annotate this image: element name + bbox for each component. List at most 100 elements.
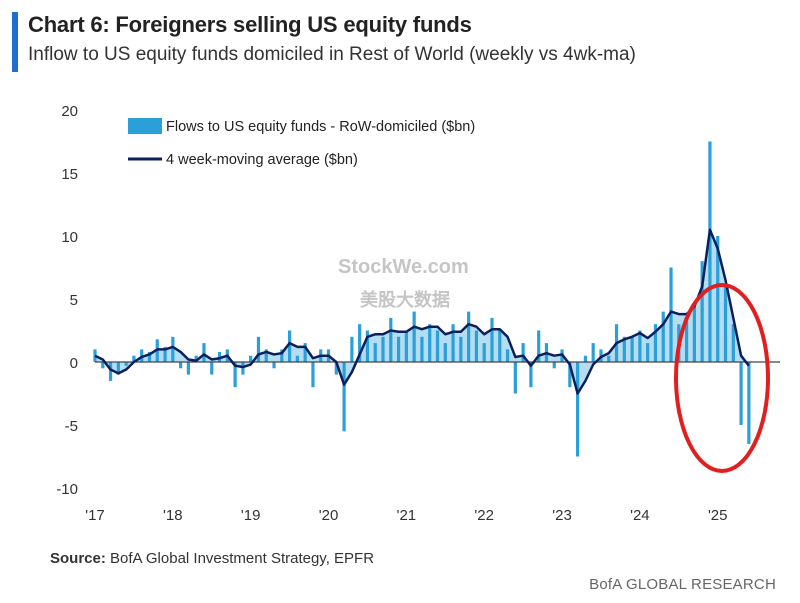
y-tick-label: 0 <box>70 355 78 372</box>
flow-bar <box>661 311 665 362</box>
flow-bar <box>646 343 650 362</box>
flow-bar <box>653 324 658 362</box>
flow-bar <box>708 141 712 362</box>
flow-bar <box>700 261 704 362</box>
flow-bar <box>124 362 128 366</box>
flow-bar <box>692 305 696 362</box>
flow-bar <box>101 362 105 369</box>
flow-bar <box>622 336 626 362</box>
flow-bar <box>350 336 354 362</box>
flow-bar <box>295 355 299 362</box>
flow-bar <box>264 349 268 362</box>
flow-bar <box>490 317 494 362</box>
flow-bar <box>210 362 214 375</box>
flow-bar <box>202 343 206 362</box>
y-tick-label: 20 <box>61 103 78 120</box>
legend-label-line: 4 week-moving average ($bn) <box>166 152 358 168</box>
flow-bar <box>288 330 292 362</box>
flow-bar <box>342 362 346 432</box>
flow-bar <box>358 324 362 362</box>
flow-bar <box>731 324 735 362</box>
flow-bar <box>381 336 385 362</box>
flow-bar <box>404 330 408 362</box>
flow-bar <box>607 355 611 362</box>
flow-bar <box>280 349 284 362</box>
flow-bar <box>474 330 479 362</box>
legend-swatch-bars <box>128 118 162 134</box>
flow-bar <box>716 236 720 362</box>
flow-bar <box>513 362 517 394</box>
flow-bar <box>576 362 580 457</box>
flow-bar <box>365 330 370 362</box>
x-tick-label: '19 <box>241 507 261 524</box>
flow-bar <box>186 362 191 375</box>
flow-bar <box>552 362 556 369</box>
y-tick-label: 15 <box>61 166 78 183</box>
flow-bar <box>669 267 673 362</box>
flow-bar <box>311 362 315 388</box>
flow-bar <box>194 355 198 362</box>
flow-bar <box>428 324 432 362</box>
flow-bar <box>179 362 183 369</box>
flow-bar <box>303 343 307 362</box>
x-tick-label: '22 <box>474 507 494 524</box>
flow-bar <box>521 343 525 362</box>
y-tick-label: -10 <box>56 481 78 498</box>
flow-bar <box>116 362 120 375</box>
legend-label-bars: Flows to US equity funds - RoW-domiciled… <box>166 119 475 135</box>
flow-bar <box>459 336 463 362</box>
flow-bar <box>389 317 393 362</box>
flow-bar <box>334 362 338 375</box>
flow-bar <box>272 362 276 369</box>
brand-footer: BofA GLOBAL RESEARCH <box>589 576 776 593</box>
flow-bar <box>249 355 253 362</box>
flow-bar <box>505 349 510 362</box>
flow-bar <box>482 343 486 362</box>
flow-bar <box>443 343 447 362</box>
flow-bar <box>147 351 152 362</box>
y-tick-label: -5 <box>65 418 78 435</box>
x-tick-label: '24 <box>630 507 650 524</box>
x-tick-label: '18 <box>163 507 183 524</box>
flow-bar <box>171 336 175 362</box>
flow-bar <box>591 343 595 362</box>
flow-bar <box>256 336 261 362</box>
flow-bar <box>241 362 245 375</box>
flow-bar <box>537 330 541 362</box>
moving-average-line <box>94 228 750 395</box>
chart-title: Chart 6: Foreigners selling US equity fu… <box>28 12 472 37</box>
flow-bar <box>739 362 743 425</box>
source-label: Source: <box>50 550 106 567</box>
flow-bar <box>583 355 587 362</box>
flow-bar <box>747 362 751 444</box>
flow-bar <box>373 343 377 362</box>
flow-bar <box>529 362 533 388</box>
flow-bar <box>467 311 471 362</box>
watermark-text-cn: 美股大数据 <box>360 290 450 310</box>
flow-bar <box>435 330 440 362</box>
flow-bar <box>132 355 136 362</box>
y-tick-label: 10 <box>61 229 78 246</box>
flow-bar <box>420 336 424 362</box>
source-note: Source: BofA Global Investment Strategy,… <box>50 550 374 567</box>
source-text: BofA Global Investment Strategy, EPFR <box>105 550 375 567</box>
flow-bar <box>451 324 455 362</box>
flow-bar <box>638 330 642 362</box>
x-tick-label: '23 <box>552 507 572 524</box>
x-tick-label: '21 <box>397 507 417 524</box>
y-tick-label: 5 <box>70 292 78 309</box>
highlight-circle <box>674 283 770 473</box>
watermark-text: StockWe.com <box>338 256 469 278</box>
chart-subtitle: Inflow to US equity funds domiciled in R… <box>28 44 636 65</box>
x-tick-label: '25 <box>708 507 728 524</box>
flow-bar <box>396 336 401 362</box>
flow-bar <box>412 311 416 362</box>
flow-bar <box>233 362 237 388</box>
title-accent-bar <box>12 12 18 72</box>
flow-bar <box>684 317 689 362</box>
flow-bar <box>498 330 502 362</box>
x-tick-label: '17 <box>85 507 105 524</box>
x-tick-label: '20 <box>319 507 339 524</box>
flow-bar <box>723 286 728 362</box>
